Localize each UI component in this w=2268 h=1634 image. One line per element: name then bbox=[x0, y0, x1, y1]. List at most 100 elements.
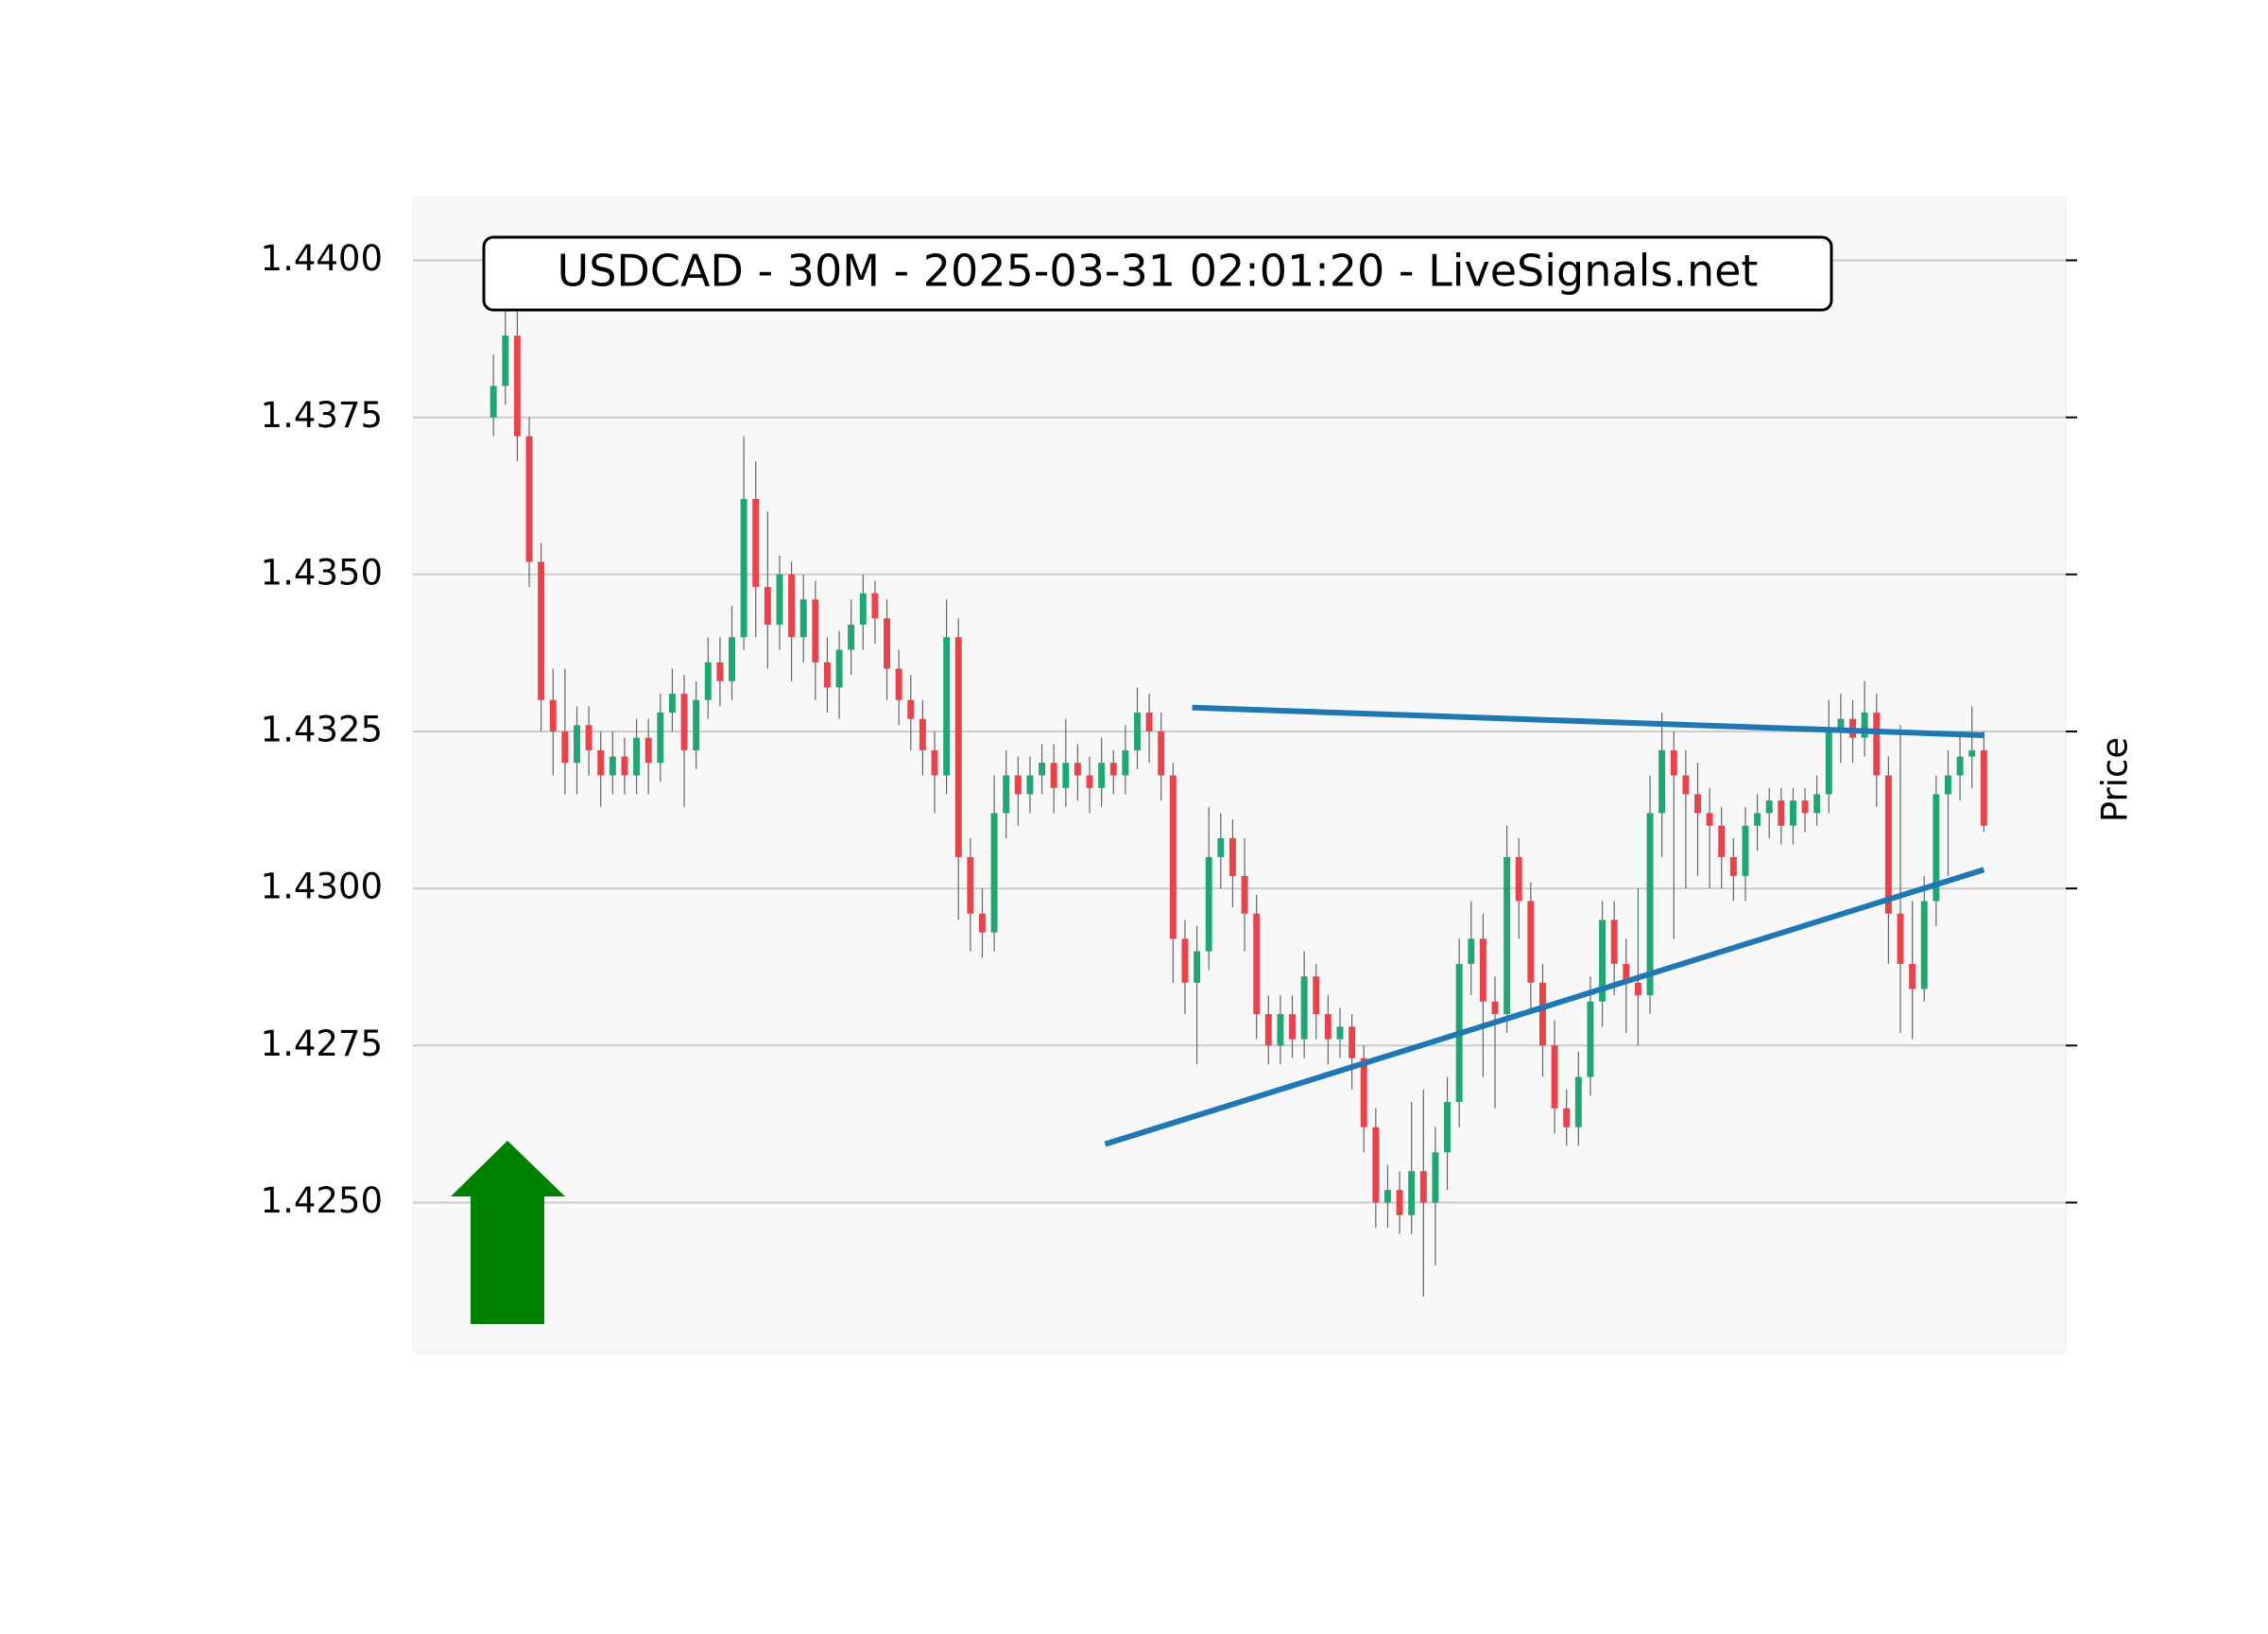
candle-body bbox=[907, 699, 915, 719]
candle-body bbox=[776, 574, 783, 625]
candle-body bbox=[1289, 1014, 1296, 1040]
candle-body bbox=[1169, 775, 1177, 939]
candle-body bbox=[1372, 1127, 1380, 1203]
candle-body bbox=[812, 599, 819, 662]
candle-body bbox=[1098, 763, 1106, 788]
candle-body bbox=[1217, 837, 1225, 857]
candle-body bbox=[752, 499, 760, 588]
candle-body bbox=[1694, 794, 1701, 814]
candle-body bbox=[1300, 976, 1308, 1040]
candle-body bbox=[1789, 800, 1796, 826]
plot-area bbox=[412, 197, 2067, 1354]
y-tick-label: 1.4300 bbox=[261, 867, 383, 907]
candle-body bbox=[502, 335, 509, 387]
candle-body bbox=[1670, 749, 1677, 776]
candle-body bbox=[1718, 825, 1726, 857]
candle-body bbox=[1729, 856, 1737, 876]
candle-body bbox=[561, 731, 569, 764]
candle-body bbox=[1145, 713, 1153, 731]
candle-body bbox=[1134, 713, 1141, 750]
candle-body bbox=[1479, 938, 1486, 1002]
candle-body bbox=[538, 561, 545, 700]
candle-body bbox=[1515, 856, 1522, 902]
candle-body bbox=[1444, 1102, 1452, 1153]
candle-body bbox=[990, 813, 998, 933]
candle-body bbox=[716, 662, 724, 681]
candle-body bbox=[680, 694, 688, 750]
signal-arrow bbox=[451, 1141, 565, 1324]
y-axis-label: Price bbox=[2095, 737, 2136, 822]
candle-body bbox=[1527, 901, 1535, 983]
candle-body bbox=[1039, 763, 1046, 776]
trend-line bbox=[1104, 867, 1985, 1147]
candle-body bbox=[1228, 837, 1236, 876]
candles bbox=[490, 272, 1987, 1298]
candle-body bbox=[525, 436, 533, 562]
candle-body bbox=[979, 913, 986, 933]
candle-body bbox=[1551, 1045, 1558, 1109]
candle-body bbox=[931, 749, 938, 776]
candle-body bbox=[513, 335, 521, 437]
candle-body bbox=[1277, 1014, 1284, 1046]
candle-body bbox=[1205, 856, 1212, 952]
candle-body bbox=[1503, 856, 1511, 1015]
candle-body bbox=[1336, 1026, 1344, 1040]
candle-body bbox=[1968, 749, 1976, 757]
candle-body bbox=[609, 756, 616, 776]
candle-body bbox=[1634, 982, 1641, 996]
candle-body bbox=[1194, 951, 1201, 983]
candle-body bbox=[1158, 731, 1165, 776]
candle-body bbox=[1419, 1171, 1427, 1203]
candle-body bbox=[788, 574, 796, 638]
candle-body bbox=[1658, 749, 1666, 814]
candle-body bbox=[490, 386, 497, 418]
candle-body bbox=[1003, 775, 1010, 814]
candle-body bbox=[859, 593, 867, 625]
candle-body bbox=[644, 737, 652, 764]
title-box bbox=[482, 235, 1833, 312]
candle-body bbox=[729, 637, 735, 681]
trend-line bbox=[1192, 704, 1984, 738]
candle-body bbox=[1742, 825, 1749, 876]
candle-body bbox=[585, 725, 593, 750]
candle-body bbox=[823, 662, 831, 688]
candle-body bbox=[1623, 963, 1630, 983]
candle-body bbox=[1539, 982, 1546, 1046]
y-tick-label: 1.4250 bbox=[261, 1180, 383, 1221]
candle-body bbox=[1181, 938, 1189, 983]
candle-body bbox=[1574, 1076, 1582, 1127]
candle-body bbox=[1765, 800, 1773, 814]
candle-body bbox=[657, 713, 664, 764]
candle-body bbox=[1396, 1190, 1403, 1215]
candle-body bbox=[1837, 718, 1845, 731]
y-tick-label: 1.4375 bbox=[261, 395, 383, 436]
y-tick-label: 1.4400 bbox=[261, 238, 383, 279]
candle-body bbox=[1682, 775, 1690, 795]
candle-body bbox=[549, 699, 557, 731]
candle-body bbox=[574, 725, 580, 764]
candle-body bbox=[764, 587, 771, 625]
candle-body bbox=[1264, 1014, 1272, 1046]
candle-body bbox=[704, 662, 712, 700]
candle-body bbox=[1884, 775, 1892, 914]
candle-body bbox=[799, 599, 807, 638]
candle-body bbox=[1706, 813, 1713, 826]
candle-body bbox=[1468, 938, 1475, 964]
chart-title: USDCAD - 30M - 2025-03-31 02:01:20 - Liv… bbox=[558, 246, 1759, 297]
candle-body bbox=[967, 856, 974, 914]
candle-body bbox=[1610, 920, 1618, 964]
candle-body bbox=[1062, 763, 1070, 788]
candle-body bbox=[1933, 794, 1940, 902]
candle-body bbox=[1825, 731, 1832, 795]
candle-body bbox=[1349, 1026, 1356, 1058]
y-tick-label: 1.4325 bbox=[261, 709, 383, 749]
y-tick-label: 1.4275 bbox=[261, 1023, 383, 1064]
candle-body bbox=[1801, 800, 1809, 814]
candle-body bbox=[871, 593, 879, 619]
candle-body bbox=[954, 637, 962, 857]
candle-body bbox=[1491, 1001, 1499, 1015]
candle-body bbox=[597, 749, 605, 776]
candle-body bbox=[1956, 756, 1964, 776]
candle-body bbox=[1944, 775, 1951, 795]
